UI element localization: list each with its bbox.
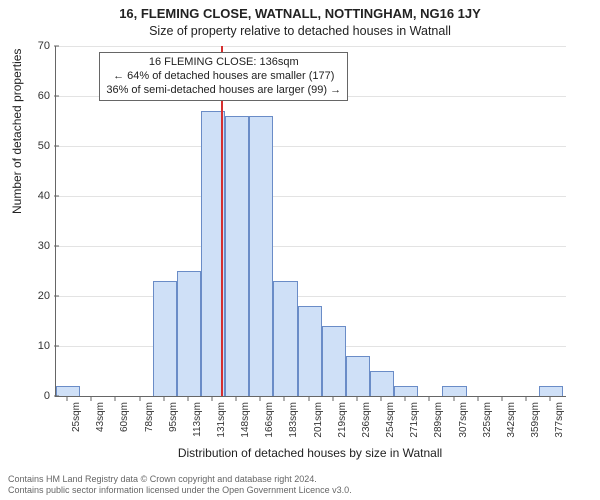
x-tick [381, 396, 382, 401]
x-tick-label: 131sqm [216, 402, 227, 438]
x-tick-label: 289sqm [433, 402, 444, 438]
grid-line [56, 146, 566, 147]
x-tick-label: 359sqm [530, 402, 541, 438]
y-tick [54, 46, 59, 47]
x-tick-label: 377sqm [554, 402, 565, 438]
y-tick-label: 20 [0, 290, 50, 302]
histogram-bar [177, 271, 201, 396]
histogram-chart: 16, FLEMING CLOSE, WATNALL, NOTTINGHAM, … [0, 0, 600, 500]
x-tick [91, 396, 92, 401]
histogram-bar [273, 281, 297, 396]
plot-area: 16 FLEMING CLOSE: 136sqm← 64% of detache… [55, 46, 566, 397]
x-tick [115, 396, 116, 401]
x-tick-label: 166sqm [264, 402, 275, 438]
grid-line [56, 246, 566, 247]
y-tick-label: 10 [0, 340, 50, 352]
histogram-bar [298, 306, 322, 396]
histogram-bar [153, 281, 177, 396]
x-tick [453, 396, 454, 401]
annotation-box: 16 FLEMING CLOSE: 136sqm← 64% of detache… [99, 52, 348, 101]
x-axis-title: Distribution of detached houses by size … [55, 446, 565, 460]
y-tick [54, 196, 59, 197]
x-tick [429, 396, 430, 401]
x-tick [284, 396, 285, 401]
x-tick [236, 396, 237, 401]
y-tick-label: 40 [0, 190, 50, 202]
histogram-bar [249, 116, 273, 396]
x-tick-label: 43sqm [95, 402, 106, 432]
y-tick [54, 96, 59, 97]
x-tick-label: 113sqm [192, 402, 203, 437]
x-tick-label: 201sqm [313, 402, 324, 438]
x-tick-label: 60sqm [119, 402, 130, 432]
x-tick [501, 396, 502, 401]
chart-title-sub: Size of property relative to detached ho… [0, 24, 600, 38]
x-tick [187, 396, 188, 401]
x-tick-label: 325sqm [482, 402, 493, 438]
x-tick [139, 396, 140, 401]
x-tick [308, 396, 309, 401]
x-tick-label: 236sqm [361, 402, 372, 438]
x-tick [212, 396, 213, 401]
y-tick-label: 70 [0, 40, 50, 52]
chart-title-main: 16, FLEMING CLOSE, WATNALL, NOTTINGHAM, … [0, 6, 600, 21]
y-tick-label: 50 [0, 140, 50, 152]
histogram-bar [394, 386, 418, 396]
x-tick-label: 148sqm [240, 402, 251, 438]
histogram-bar [225, 116, 249, 396]
x-tick [67, 396, 68, 401]
y-tick [54, 246, 59, 247]
y-tick-label: 0 [0, 390, 50, 402]
histogram-bar [322, 326, 346, 396]
y-tick [54, 146, 59, 147]
x-tick [477, 396, 478, 401]
y-tick-label: 30 [0, 240, 50, 252]
x-tick [550, 396, 551, 401]
x-tick-label: 271sqm [409, 402, 420, 438]
x-tick-label: 25sqm [71, 402, 82, 432]
x-tick-label: 342sqm [506, 402, 517, 438]
x-tick [405, 396, 406, 401]
attribution-text: Contains HM Land Registry data © Crown c… [8, 474, 352, 497]
histogram-bar [539, 386, 563, 396]
x-tick [526, 396, 527, 401]
grid-line [56, 296, 566, 297]
y-tick [54, 396, 59, 397]
x-tick-label: 254sqm [385, 402, 396, 438]
y-tick-label: 60 [0, 90, 50, 102]
grid-line [56, 46, 566, 47]
x-tick-label: 307sqm [458, 402, 469, 438]
grid-line [56, 196, 566, 197]
histogram-bar [346, 356, 370, 396]
histogram-bar [56, 386, 80, 396]
y-tick [54, 346, 59, 347]
x-tick-label: 183sqm [288, 402, 299, 438]
x-tick [163, 396, 164, 401]
histogram-bar [442, 386, 466, 396]
x-tick-label: 219sqm [337, 402, 348, 438]
histogram-bar [370, 371, 394, 396]
x-tick-label: 78sqm [144, 402, 155, 432]
x-tick [356, 396, 357, 401]
x-tick [332, 396, 333, 401]
x-tick-label: 95sqm [168, 402, 179, 432]
x-tick [260, 396, 261, 401]
y-tick [54, 296, 59, 297]
